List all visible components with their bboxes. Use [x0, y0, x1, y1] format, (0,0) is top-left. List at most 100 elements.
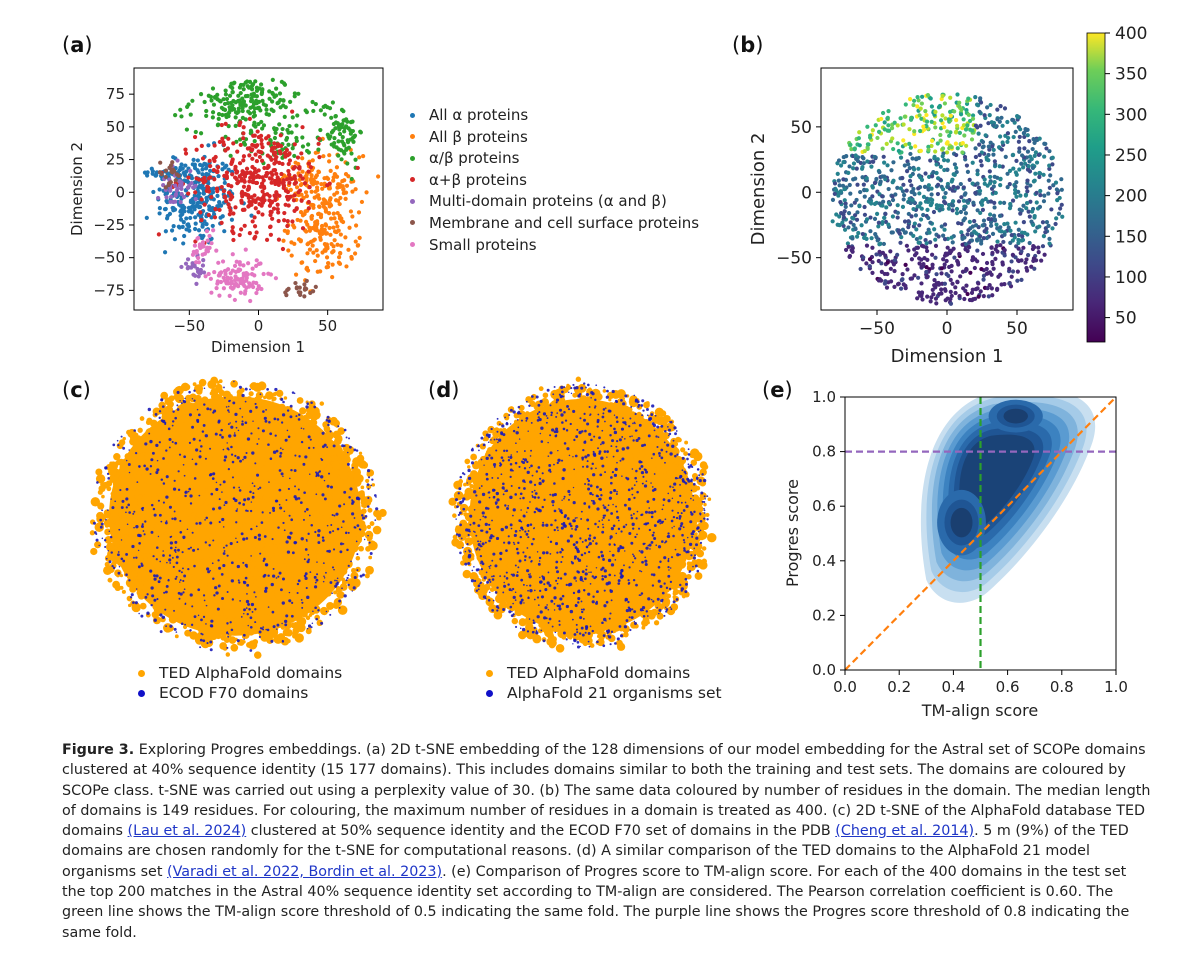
data-point — [841, 212, 846, 217]
data-point — [946, 273, 951, 278]
data-point — [843, 170, 849, 175]
data-point — [303, 278, 308, 283]
data-point — [1016, 258, 1021, 264]
data-point — [194, 462, 198, 466]
data-point — [230, 643, 239, 652]
data-point — [156, 435, 161, 440]
data-point — [213, 409, 217, 413]
data-point — [205, 524, 211, 531]
data-point — [260, 604, 267, 611]
data-point — [276, 142, 281, 147]
data-point — [189, 180, 194, 186]
data-point — [170, 596, 179, 605]
data-point — [104, 523, 109, 528]
data-point — [174, 386, 182, 394]
data-point — [1038, 171, 1043, 176]
data-point — [188, 486, 195, 493]
data-point — [317, 541, 321, 545]
data-point — [328, 201, 333, 207]
data-point — [207, 158, 212, 164]
data-point — [998, 183, 1003, 188]
data-point — [318, 460, 327, 469]
data-point — [117, 571, 121, 575]
data-point — [176, 408, 180, 411]
data-point — [221, 192, 226, 197]
data-point — [244, 495, 252, 503]
data-point — [246, 588, 255, 597]
data-point — [266, 141, 271, 146]
data-point — [356, 490, 365, 500]
data-point — [260, 563, 268, 572]
data-point — [264, 447, 270, 453]
data-point — [228, 100, 233, 106]
data-point — [945, 236, 950, 241]
data-point — [965, 122, 970, 127]
data-point — [333, 472, 340, 479]
data-point — [351, 463, 356, 468]
data-point — [218, 215, 223, 220]
data-point — [202, 251, 208, 256]
data-point — [96, 514, 105, 524]
data-point — [244, 519, 251, 525]
data-point — [278, 143, 284, 149]
x-axis-label-a: Dimension 1 — [211, 338, 305, 356]
data-point — [192, 561, 199, 568]
data-point — [191, 157, 196, 162]
data-point — [263, 173, 268, 178]
data-point — [356, 454, 365, 463]
data-point — [1019, 238, 1024, 243]
data-point — [168, 471, 174, 477]
data-point — [1056, 188, 1061, 194]
data-point — [181, 219, 186, 225]
data-point — [257, 202, 262, 207]
data-point — [276, 517, 282, 523]
data-point — [165, 425, 171, 431]
data-point — [844, 154, 849, 159]
data-point — [990, 191, 995, 196]
data-point — [915, 104, 920, 109]
data-point — [270, 583, 279, 592]
data-point — [196, 587, 202, 593]
data-point — [226, 439, 236, 449]
data-point — [195, 188, 200, 193]
data-point — [899, 150, 904, 155]
data-point — [851, 153, 856, 159]
data-point — [343, 196, 348, 201]
data-point — [367, 507, 373, 513]
data-point — [324, 244, 329, 249]
data-point — [194, 260, 199, 265]
data-point — [222, 194, 227, 199]
data-point — [265, 436, 274, 445]
data-point — [110, 468, 121, 478]
data-point — [164, 198, 169, 204]
data-point — [181, 194, 187, 200]
data-point — [241, 99, 247, 104]
data-point — [862, 212, 868, 217]
data-point — [213, 476, 219, 482]
data-point — [261, 102, 266, 107]
data-point — [272, 126, 277, 131]
data-point — [326, 536, 335, 544]
data-point — [145, 509, 151, 515]
data-point — [172, 173, 178, 178]
data-point — [205, 488, 210, 494]
data-point — [338, 437, 343, 442]
data-point — [201, 396, 209, 404]
data-point — [310, 99, 315, 105]
data-point — [257, 409, 264, 415]
data-point — [122, 507, 130, 514]
data-point — [210, 205, 215, 211]
data-point — [273, 444, 279, 450]
data-point — [196, 212, 201, 217]
data-point — [282, 595, 288, 601]
data-point — [255, 525, 258, 528]
data-point — [871, 159, 876, 164]
data-point — [286, 142, 291, 147]
data-point — [283, 188, 289, 193]
data-point — [191, 522, 198, 528]
data-point — [192, 423, 200, 430]
data-point — [245, 475, 255, 485]
data-point — [296, 602, 301, 606]
data-point — [210, 424, 216, 430]
data-point — [330, 524, 333, 526]
